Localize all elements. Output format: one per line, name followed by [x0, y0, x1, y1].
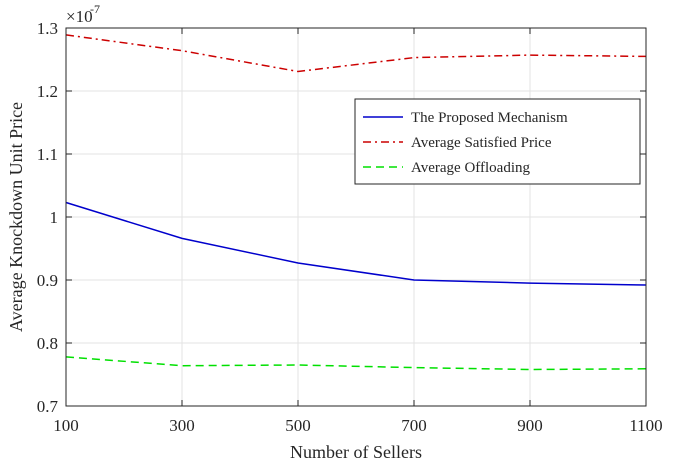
tick-marks	[65, 27, 647, 407]
x-axis-label: Number of Sellers	[290, 442, 422, 462]
y-axis-label: Average Knockdown Unit Price	[6, 102, 26, 332]
x-tick-label: 900	[517, 416, 543, 435]
y-tick-label: 1.3	[37, 19, 58, 38]
x-tick-label: 1100	[629, 416, 662, 435]
x-tick-label: 700	[401, 416, 427, 435]
tick-labels: 100 300 500 700 900 1100 0.7 0.8 0.9 1 1.1 1.2 1.3	[37, 19, 663, 435]
legend: The Proposed Mechanism Average Satisfied …	[354, 98, 641, 185]
y-tick-label: 0.7	[37, 397, 59, 416]
x-tick-label: 100	[53, 416, 79, 435]
y-tick-label: 1.1	[37, 145, 58, 164]
legend-label-1: The Proposed Mechanism	[411, 110, 568, 126]
x-tick-label: 500	[285, 416, 311, 435]
y-tick-label: 0.8	[37, 334, 58, 353]
y-tick-label: 0.9	[37, 271, 58, 290]
legend-label-2: Average Satisfied Price	[411, 135, 552, 151]
series-layer	[65, 34, 647, 371]
exponent-power: -7	[90, 2, 100, 16]
y-tick-label: 1	[50, 208, 59, 227]
legend-label-3: Average Offloading	[411, 160, 530, 176]
grid	[65, 27, 647, 407]
series-line-2	[65, 34, 647, 73]
series-line-3	[65, 356, 647, 371]
exponent-base: ×10	[66, 7, 93, 26]
y-tick-label: 1.2	[37, 82, 58, 101]
series-line-1	[65, 201, 647, 286]
y-axis-exponent: ×10 -7	[66, 2, 100, 26]
x-tick-label: 300	[169, 416, 195, 435]
